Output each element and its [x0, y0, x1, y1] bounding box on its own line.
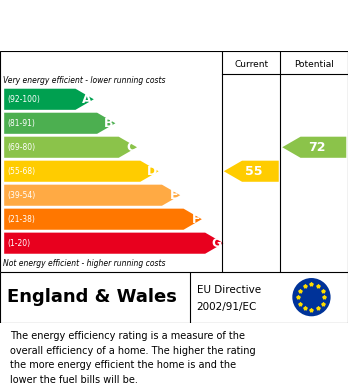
Text: (55-68): (55-68)	[8, 167, 36, 176]
Text: (1-20): (1-20)	[8, 239, 31, 248]
Polygon shape	[4, 233, 223, 254]
Polygon shape	[4, 209, 202, 230]
Text: EU Directive: EU Directive	[197, 285, 261, 294]
Text: A: A	[82, 93, 92, 106]
Text: Potential: Potential	[294, 59, 334, 68]
Text: Not energy efficient - higher running costs: Not energy efficient - higher running co…	[3, 259, 166, 268]
Text: The energy efficiency rating is a measure of the
overall efficiency of a home. T: The energy efficiency rating is a measur…	[10, 331, 256, 385]
Text: (21-38): (21-38)	[8, 215, 35, 224]
Polygon shape	[4, 89, 94, 110]
Text: Current: Current	[234, 59, 268, 68]
Text: 2002/91/EC: 2002/91/EC	[197, 302, 257, 312]
Text: (39-54): (39-54)	[8, 191, 36, 200]
Text: (69-80): (69-80)	[8, 143, 36, 152]
Text: (92-100): (92-100)	[8, 95, 40, 104]
Text: E: E	[170, 189, 179, 202]
Text: (81-91): (81-91)	[8, 119, 35, 128]
Text: England & Wales: England & Wales	[7, 288, 177, 306]
Polygon shape	[4, 161, 159, 182]
Text: C: C	[126, 141, 135, 154]
Ellipse shape	[292, 278, 331, 316]
Text: F: F	[192, 213, 200, 226]
Polygon shape	[4, 113, 116, 134]
Polygon shape	[224, 161, 279, 182]
Text: Energy Efficiency Rating: Energy Efficiency Rating	[10, 14, 232, 29]
Polygon shape	[4, 137, 137, 158]
Text: Very energy efficient - lower running costs: Very energy efficient - lower running co…	[3, 76, 166, 85]
Text: G: G	[212, 237, 222, 250]
Text: D: D	[147, 165, 157, 178]
Text: B: B	[104, 117, 114, 130]
Polygon shape	[282, 137, 346, 158]
Text: 55: 55	[245, 165, 263, 178]
Text: 72: 72	[308, 141, 326, 154]
Polygon shape	[4, 185, 180, 206]
